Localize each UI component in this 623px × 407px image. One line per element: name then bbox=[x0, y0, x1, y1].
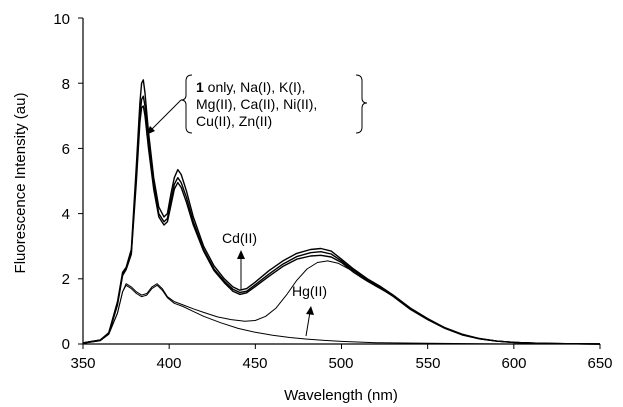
cd-label: Cd(II) bbox=[222, 230, 257, 246]
x-tick-label: 600 bbox=[501, 355, 526, 372]
x-tick-label: 450 bbox=[242, 355, 267, 372]
y-tick-label: 8 bbox=[62, 76, 70, 93]
ion-group-line-2: Mg(II), Ca(II), Ni(II), bbox=[196, 96, 317, 112]
right-brace bbox=[355, 74, 368, 134]
series-line-3 bbox=[82, 105, 601, 345]
left-brace bbox=[180, 74, 193, 134]
plot-area bbox=[78, 17, 601, 349]
cd-annotation: Cd(II) bbox=[222, 230, 257, 290]
y-tick-label: 4 bbox=[62, 206, 70, 223]
y-tick-label: 10 bbox=[53, 11, 70, 28]
series-line-5 bbox=[82, 284, 600, 345]
cd-arrow-head bbox=[237, 250, 245, 259]
hg-annotation: Hg(II) bbox=[292, 283, 327, 337]
x-tick-label: 350 bbox=[70, 355, 95, 372]
x-tick-label: 650 bbox=[587, 355, 612, 372]
x-tick-label: 550 bbox=[415, 355, 440, 372]
ion-group-arrow-head bbox=[146, 126, 155, 135]
series-line-4 bbox=[82, 260, 601, 345]
series-line-1 bbox=[82, 79, 601, 345]
hg-arrow-head bbox=[306, 306, 314, 315]
y-tick-label: 2 bbox=[62, 271, 70, 288]
ion-group-line-3: Cu(II), Zn(II) bbox=[196, 113, 272, 129]
hg-arrow bbox=[305, 311, 311, 337]
x-axis-title: Wavelength (nm) bbox=[284, 387, 398, 404]
y-axis-title: Fluorescence Intensity (au) bbox=[12, 93, 29, 274]
x-tick-label: 400 bbox=[156, 355, 181, 372]
ion-group-arrow bbox=[149, 99, 182, 132]
ion-group-line-1: 1 only, Na(I), K(I), bbox=[196, 79, 305, 95]
axis-ticks bbox=[78, 17, 601, 349]
x-tick-label: 500 bbox=[328, 355, 353, 372]
compound-number: 1 bbox=[196, 79, 204, 95]
ion-group-line-1-text: only, Na(I), K(I), bbox=[204, 79, 306, 95]
series-group bbox=[82, 79, 601, 345]
y-tick-label: 0 bbox=[62, 336, 70, 353]
hg-label: Hg(II) bbox=[292, 283, 327, 299]
y-tick-label: 6 bbox=[62, 141, 70, 158]
ion-group-annotation: 1 only, Na(I), K(I), Mg(II), Ca(II), Ni(… bbox=[146, 74, 368, 135]
